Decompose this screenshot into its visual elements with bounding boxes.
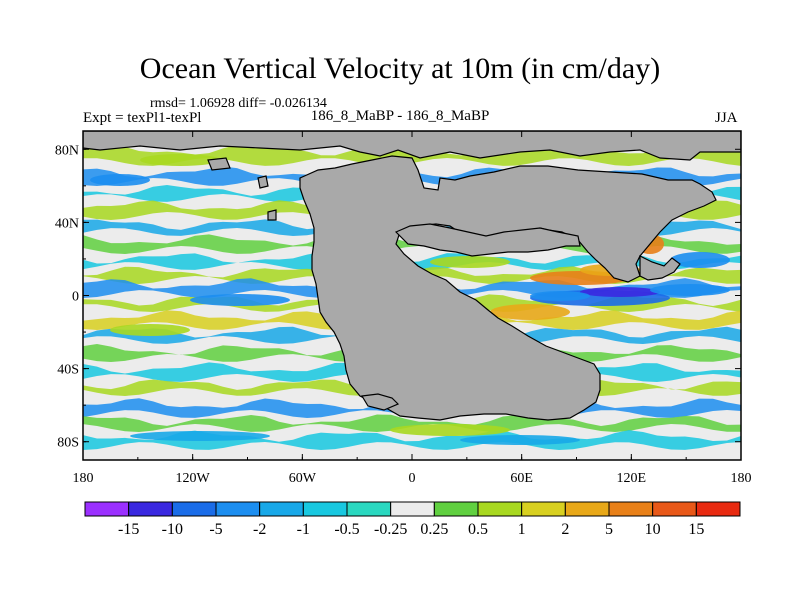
colorbar-swatch: [433, 501, 479, 517]
colorbar-swatch: [695, 501, 741, 517]
colorbar-label: -0.5: [334, 521, 359, 538]
x-tick-label: 180: [73, 471, 94, 486]
velocity-patch: [110, 324, 190, 336]
velocity-patch: [140, 154, 220, 166]
velocity-patch: [190, 294, 290, 306]
colorbar-label: 0.5: [468, 521, 488, 538]
velocity-patch: [650, 284, 730, 296]
x-axis: 180 120W 60W 0 60E 120E 180: [73, 131, 752, 486]
x-tick-label: 0: [409, 471, 416, 486]
y-tick-label: 80S: [57, 436, 79, 451]
colorbar-label: 0.25: [420, 521, 448, 538]
stats-text: rmsd= 1.06928 diff= -0.026134: [150, 96, 327, 111]
colorbar-label: -15: [118, 521, 139, 538]
land-central-sea-island: [394, 223, 581, 257]
velocity-band: [83, 430, 741, 450]
colorbar-swatch: [346, 501, 392, 517]
colorbar-swatch: [128, 501, 173, 517]
colorbar-label: 2: [561, 521, 569, 538]
y-tick-label: 40S: [57, 363, 79, 378]
y-tick-label: 40N: [55, 216, 79, 231]
velocity-patch: [670, 252, 730, 268]
velocity-patch: [90, 174, 150, 186]
colorbar-swatch: [215, 501, 261, 517]
colorbar-swatch: [390, 501, 435, 517]
colorbar-swatch: [84, 501, 130, 517]
colorbar-swatch: [564, 501, 610, 517]
colorbar-swatch: [302, 501, 348, 517]
velocity-patch: [430, 256, 510, 268]
land-southern-inlet: [361, 393, 400, 411]
experiment-label: Expt = texPl1-texPl: [83, 110, 202, 126]
x-tick-label: 120W: [176, 471, 211, 486]
y-tick-label: 0: [72, 290, 79, 305]
land-east-peninsula: [639, 255, 681, 281]
land-small-island-mid: [267, 209, 277, 221]
velocity-band: [83, 414, 741, 432]
x-tick-label: 120E: [617, 471, 647, 486]
velocity-band: [83, 252, 741, 270]
colorbar-label: 1: [518, 521, 526, 538]
colorbar-label: -0.25: [374, 521, 407, 538]
colorbar-swatch: [652, 501, 697, 517]
land-small-island-west: [257, 175, 269, 189]
colorbar-label: -5: [209, 521, 222, 538]
velocity-band: [83, 294, 741, 312]
colorbar: -15 -10 -5 -2 -1 -0.5 -0.25 0.25 0.5 1 2 5 10 15: [84, 501, 741, 538]
velocity-patch: [530, 291, 590, 301]
y-tick-label: 80N: [55, 143, 79, 158]
colorbar-swatch: [171, 501, 217, 517]
velocity-patch: [130, 431, 270, 441]
x-tick-label: 60E: [510, 471, 533, 486]
velocity-patch: [460, 435, 580, 445]
chart-title: Ocean Vertical Velocity at 10m (in cm/da…: [139, 52, 661, 85]
velocity-patch: [580, 287, 660, 297]
velocity-patch: [390, 424, 510, 436]
x-tick-label: 60W: [289, 471, 317, 486]
chart-subtitle: 186_8_MaBP - 186_8_MaBP: [310, 108, 490, 124]
colorbar-label: 10: [645, 521, 661, 538]
season-label: JJA: [715, 110, 738, 126]
land-masses: [83, 131, 741, 421]
colorbar-label: 15: [688, 521, 704, 538]
y-axis: 80N 40N 0 40S 80S: [55, 143, 741, 451]
x-tick-label: 180: [731, 471, 752, 486]
colorbar-label: -1: [297, 521, 310, 538]
velocity-patch: [490, 304, 570, 320]
colorbar-swatch: [259, 501, 304, 517]
colorbar-label: -10: [162, 521, 183, 538]
colorbar-swatch: [521, 501, 566, 517]
field-layer: [83, 131, 741, 460]
land-north-polar: [83, 131, 741, 161]
colorbar-swatch: [608, 501, 654, 517]
land-small-island-north: [207, 157, 231, 171]
colorbar-swatch: [477, 501, 523, 517]
colorbar-label: 5: [605, 521, 613, 538]
colorbar-label: -2: [253, 521, 266, 538]
